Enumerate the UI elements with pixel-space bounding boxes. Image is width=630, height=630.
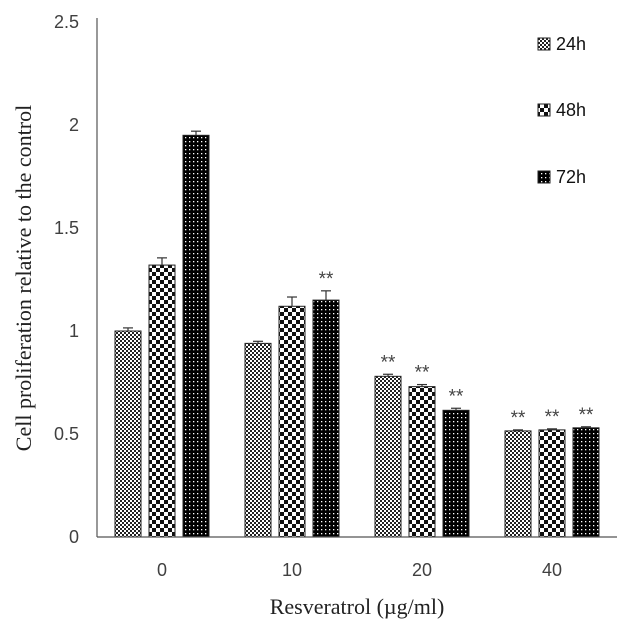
x-tick-label: 10 — [282, 560, 302, 580]
bar-24h-0 — [114, 330, 142, 538]
x-tick-label: 20 — [412, 560, 432, 580]
bar-24h-20 — [374, 375, 402, 538]
y-tick-label: 1.5 — [54, 218, 79, 238]
significance-marker: ** — [449, 386, 464, 407]
legend-swatch-24h — [537, 37, 551, 51]
x-tick-label: 40 — [542, 560, 562, 580]
bar-48h-10 — [278, 305, 306, 538]
bar-72h-10 — [312, 299, 340, 538]
bar-24h-40 — [504, 430, 532, 538]
x-axis-ticks: 0 10 20 40 — [157, 560, 562, 580]
significance-marker: ** — [381, 352, 396, 373]
bar-48h-40 — [538, 429, 566, 538]
bar-24h-10 — [244, 342, 272, 538]
legend-swatch-48h — [537, 103, 551, 117]
significance-marker: ** — [415, 363, 430, 384]
significance-marker: ** — [545, 407, 560, 428]
bar-48h-20 — [408, 386, 436, 538]
significance-marker: ** — [319, 269, 334, 290]
legend: 24h 48h 72h — [537, 34, 586, 187]
legend-label-24h: 24h — [556, 34, 586, 54]
legend-label-48h: 48h — [556, 100, 586, 120]
bar-72h-40 — [572, 427, 600, 538]
bar-48h-0 — [148, 264, 176, 538]
bars — [114, 134, 600, 538]
bar-72h-20 — [442, 409, 470, 538]
x-axis-title: Resveratrol (µg/ml) — [270, 594, 445, 619]
legend-label-72h: 72h — [556, 167, 586, 187]
error-bars — [123, 130, 591, 431]
significance-markers: ** ** ** ** ** ** ** — [319, 269, 594, 429]
y-tick-label: 0.5 — [54, 424, 79, 444]
significance-marker: ** — [579, 405, 594, 426]
bar-72h-0 — [182, 134, 210, 538]
legend-swatch-72h — [537, 170, 551, 184]
y-tick-label: 2.5 — [54, 12, 79, 32]
y-axis-ticks: 0 0.5 1 1.5 2 2.5 — [54, 12, 79, 547]
y-tick-label: 1 — [69, 321, 79, 341]
y-tick-label: 0 — [69, 527, 79, 547]
y-axis-title: Cell proliferation relative to the contr… — [11, 105, 36, 451]
significance-marker: ** — [511, 408, 526, 429]
x-tick-label: 0 — [157, 560, 167, 580]
y-tick-label: 2 — [69, 115, 79, 135]
